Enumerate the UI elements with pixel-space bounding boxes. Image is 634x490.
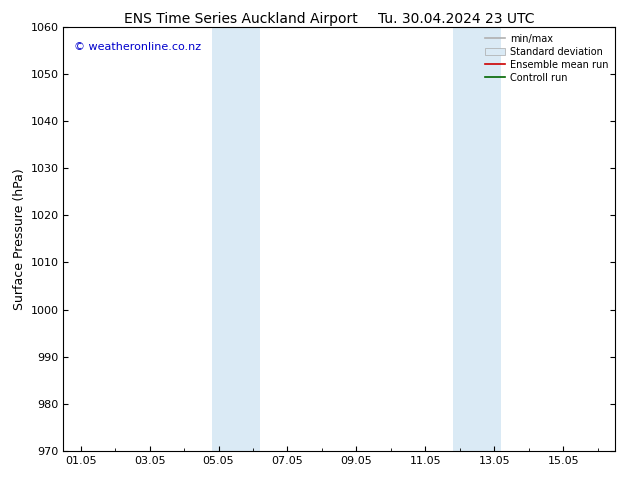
Bar (212, 27, 260, 451)
Text: © weatheronline.co.nz: © weatheronline.co.nz (74, 42, 202, 52)
Text: Tu. 30.04.2024 23 UTC: Tu. 30.04.2024 23 UTC (378, 12, 534, 26)
Text: ENS Time Series Auckland Airport: ENS Time Series Auckland Airport (124, 12, 358, 26)
Legend: min/max, Standard deviation, Ensemble mean run, Controll run: min/max, Standard deviation, Ensemble me… (481, 30, 612, 86)
Y-axis label: Surface Pressure (hPa): Surface Pressure (hPa) (13, 168, 26, 310)
Bar (453, 27, 501, 451)
